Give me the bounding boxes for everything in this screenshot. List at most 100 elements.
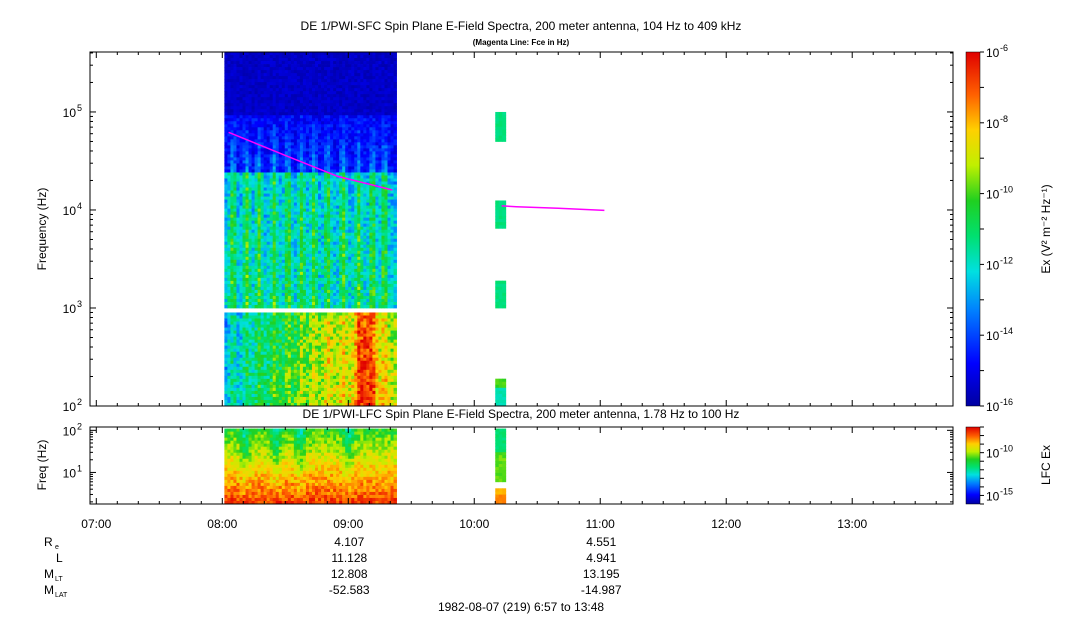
sfc-cell [333,220,337,225]
sfc-cell [345,175,349,179]
sfc-cell [236,268,240,273]
sfc-cell [266,208,271,213]
sfc-cell [239,187,243,191]
sfc-cell [278,91,283,95]
sfc-cell [236,357,240,362]
sfc-cell [330,112,334,116]
sfc-cell [384,52,388,56]
sfc-cell [336,271,340,276]
sfc-cell [290,202,295,206]
sfc-cell [272,226,277,231]
sfc-cell [375,304,379,309]
sfc-cell [375,217,379,222]
sfc-cell [224,256,228,261]
sfc-cell [263,70,268,74]
sfc-cell [263,94,268,98]
sfc-cell [308,214,313,219]
sfc-cell [287,151,292,155]
sfc-cell [272,280,277,285]
sfc-cell [224,52,228,56]
sfc-cell [390,244,394,249]
sfc-cell [224,363,228,368]
sfc-cell [251,73,255,77]
sfc-cell [236,256,240,261]
sfc-cell [384,133,388,137]
sfc-cell [302,91,307,95]
sfc-cell [302,214,307,219]
sfc-cell [263,304,268,309]
sfc-cell [339,79,343,83]
sfc-cell [275,184,280,188]
sfc-cell [315,214,319,219]
sfc-cell [324,190,328,194]
sfc-cell [224,106,228,110]
sfc-cell [348,214,352,219]
sfc-cell [345,244,349,249]
sfc-cell [278,253,283,258]
sfc-cell [351,280,355,285]
sfc-cell [378,262,382,267]
sfc-cell [381,205,385,209]
sfc-cell [393,232,397,237]
sfc-cell [284,223,289,228]
sfc-cell [375,283,379,288]
sfc-cell [230,88,234,92]
sfc-cell [305,220,310,225]
sfc-cell [363,220,367,225]
sfc-cell [278,97,283,101]
sfc-cell [318,184,322,188]
sfc-cell [324,97,328,101]
sfc-cell [321,181,325,185]
sfc-cell [233,85,237,89]
sfc-cell [275,271,280,276]
sfc-cell [363,211,367,216]
sfc-cell [281,226,286,231]
sfc-cell [339,274,343,279]
sfc-cell [342,244,346,249]
sfc-cell [342,202,346,206]
sfc-cell [296,304,301,309]
sfc-cell [308,175,313,179]
sfc-cell [366,70,370,74]
sfc-cell [324,91,328,95]
sfc-cell [351,52,355,56]
sfc-cell [287,154,292,158]
sfc-cell [299,304,304,309]
sfc-cell [308,253,313,258]
sfc-cell [290,133,295,137]
sfc-cell [378,52,382,56]
sfc-cell [357,241,361,246]
sfc-cell [357,217,361,222]
sfc-cell [272,70,277,74]
sfc-cell [321,298,325,303]
sfc-cell [254,85,259,89]
sfc-cell [393,301,397,306]
sfc-cell [251,133,255,137]
sfc-cell [351,220,355,225]
sfc-cell [363,289,367,294]
sfc-cell [260,88,265,92]
sfc-cell [357,199,361,203]
sfc-cell [263,103,268,107]
sfc-cell [360,193,364,197]
sfc-cell [390,250,394,255]
sfc-cell [263,121,268,125]
sfc-cell [345,277,349,282]
sfc-cell [281,280,286,285]
sfc-cell [393,253,397,258]
sfc-cell [278,190,283,194]
sfc-cell [245,85,249,89]
sfc-cell [305,106,310,110]
sfc-cell [321,214,325,219]
sfc-cell [366,292,370,297]
sfc-cell [321,253,325,258]
sfc-cell [321,58,325,62]
sfc-cell [348,67,352,71]
sfc-cell [311,142,316,146]
sfc-cell [242,106,246,110]
sfc-cell [333,103,337,107]
sfc-cell [387,226,391,231]
sfc-cell [257,163,262,167]
sfc-cell [233,274,237,279]
